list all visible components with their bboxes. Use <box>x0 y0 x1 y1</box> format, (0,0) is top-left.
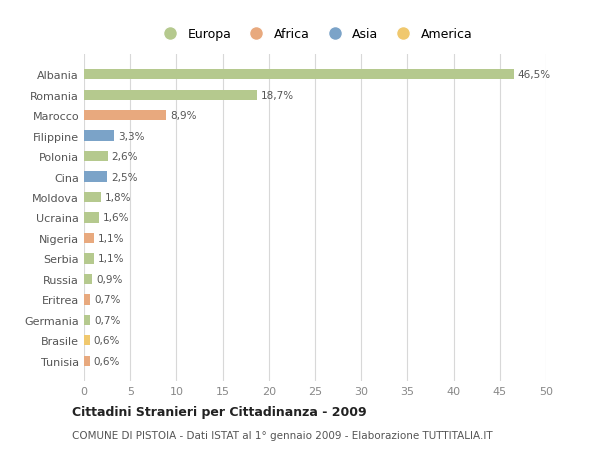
Bar <box>84 131 115 141</box>
Bar <box>84 315 91 325</box>
Text: 1,6%: 1,6% <box>103 213 129 223</box>
Text: 0,7%: 0,7% <box>94 295 121 305</box>
Bar <box>84 172 107 182</box>
Text: 46,5%: 46,5% <box>517 70 550 80</box>
Bar <box>84 70 514 80</box>
Bar <box>84 295 91 305</box>
Bar <box>84 336 89 346</box>
Text: 2,5%: 2,5% <box>111 172 137 182</box>
Text: 3,3%: 3,3% <box>118 131 145 141</box>
Text: 0,7%: 0,7% <box>94 315 121 325</box>
Text: COMUNE DI PISTOIA - Dati ISTAT al 1° gennaio 2009 - Elaborazione TUTTITALIA.IT: COMUNE DI PISTOIA - Dati ISTAT al 1° gen… <box>72 431 493 440</box>
Bar <box>84 254 94 264</box>
Text: 18,7%: 18,7% <box>260 90 293 101</box>
Bar <box>84 233 94 244</box>
Bar <box>84 111 166 121</box>
Text: 1,8%: 1,8% <box>104 193 131 202</box>
Bar <box>84 274 92 285</box>
Text: 0,6%: 0,6% <box>93 336 119 346</box>
Bar <box>84 90 257 101</box>
Bar <box>84 356 89 366</box>
Text: 8,9%: 8,9% <box>170 111 196 121</box>
Text: 2,6%: 2,6% <box>112 152 138 162</box>
Text: 0,6%: 0,6% <box>93 356 119 366</box>
Bar <box>84 213 99 223</box>
Bar <box>84 192 101 203</box>
Text: 1,1%: 1,1% <box>98 254 124 264</box>
Text: 0,9%: 0,9% <box>96 274 122 284</box>
Bar <box>84 151 108 162</box>
Text: 1,1%: 1,1% <box>98 234 124 243</box>
Text: Cittadini Stranieri per Cittadinanza - 2009: Cittadini Stranieri per Cittadinanza - 2… <box>72 405 367 419</box>
Legend: Europa, Africa, Asia, America: Europa, Africa, Asia, America <box>155 25 475 44</box>
